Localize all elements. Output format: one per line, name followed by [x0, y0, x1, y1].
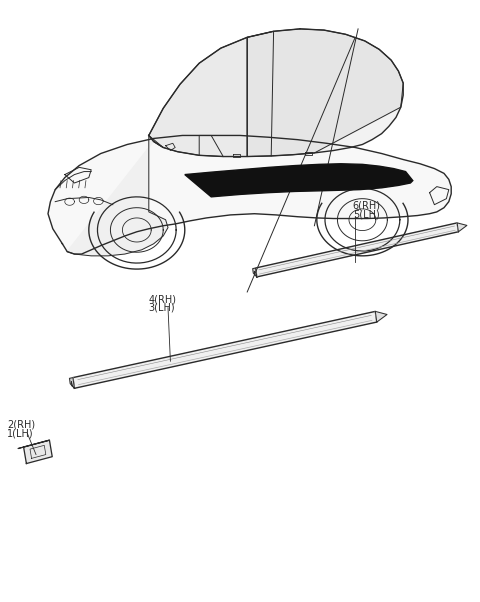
- Text: 6(RH): 6(RH): [353, 200, 381, 211]
- Polygon shape: [149, 37, 247, 157]
- Polygon shape: [70, 377, 74, 388]
- Polygon shape: [255, 223, 458, 277]
- Polygon shape: [185, 164, 413, 197]
- Polygon shape: [247, 29, 403, 157]
- Polygon shape: [24, 440, 52, 464]
- Polygon shape: [252, 268, 257, 277]
- Text: 1(LH): 1(LH): [7, 428, 34, 438]
- Text: 3(LH): 3(LH): [149, 302, 175, 312]
- Polygon shape: [73, 311, 377, 388]
- Text: 5(LH): 5(LH): [353, 209, 380, 219]
- Polygon shape: [18, 440, 49, 448]
- Text: 4(RH): 4(RH): [149, 294, 177, 304]
- Polygon shape: [149, 29, 403, 157]
- Polygon shape: [457, 223, 467, 232]
- Polygon shape: [67, 135, 168, 256]
- Polygon shape: [48, 135, 451, 254]
- Text: 2(RH): 2(RH): [7, 419, 36, 429]
- Polygon shape: [375, 311, 387, 322]
